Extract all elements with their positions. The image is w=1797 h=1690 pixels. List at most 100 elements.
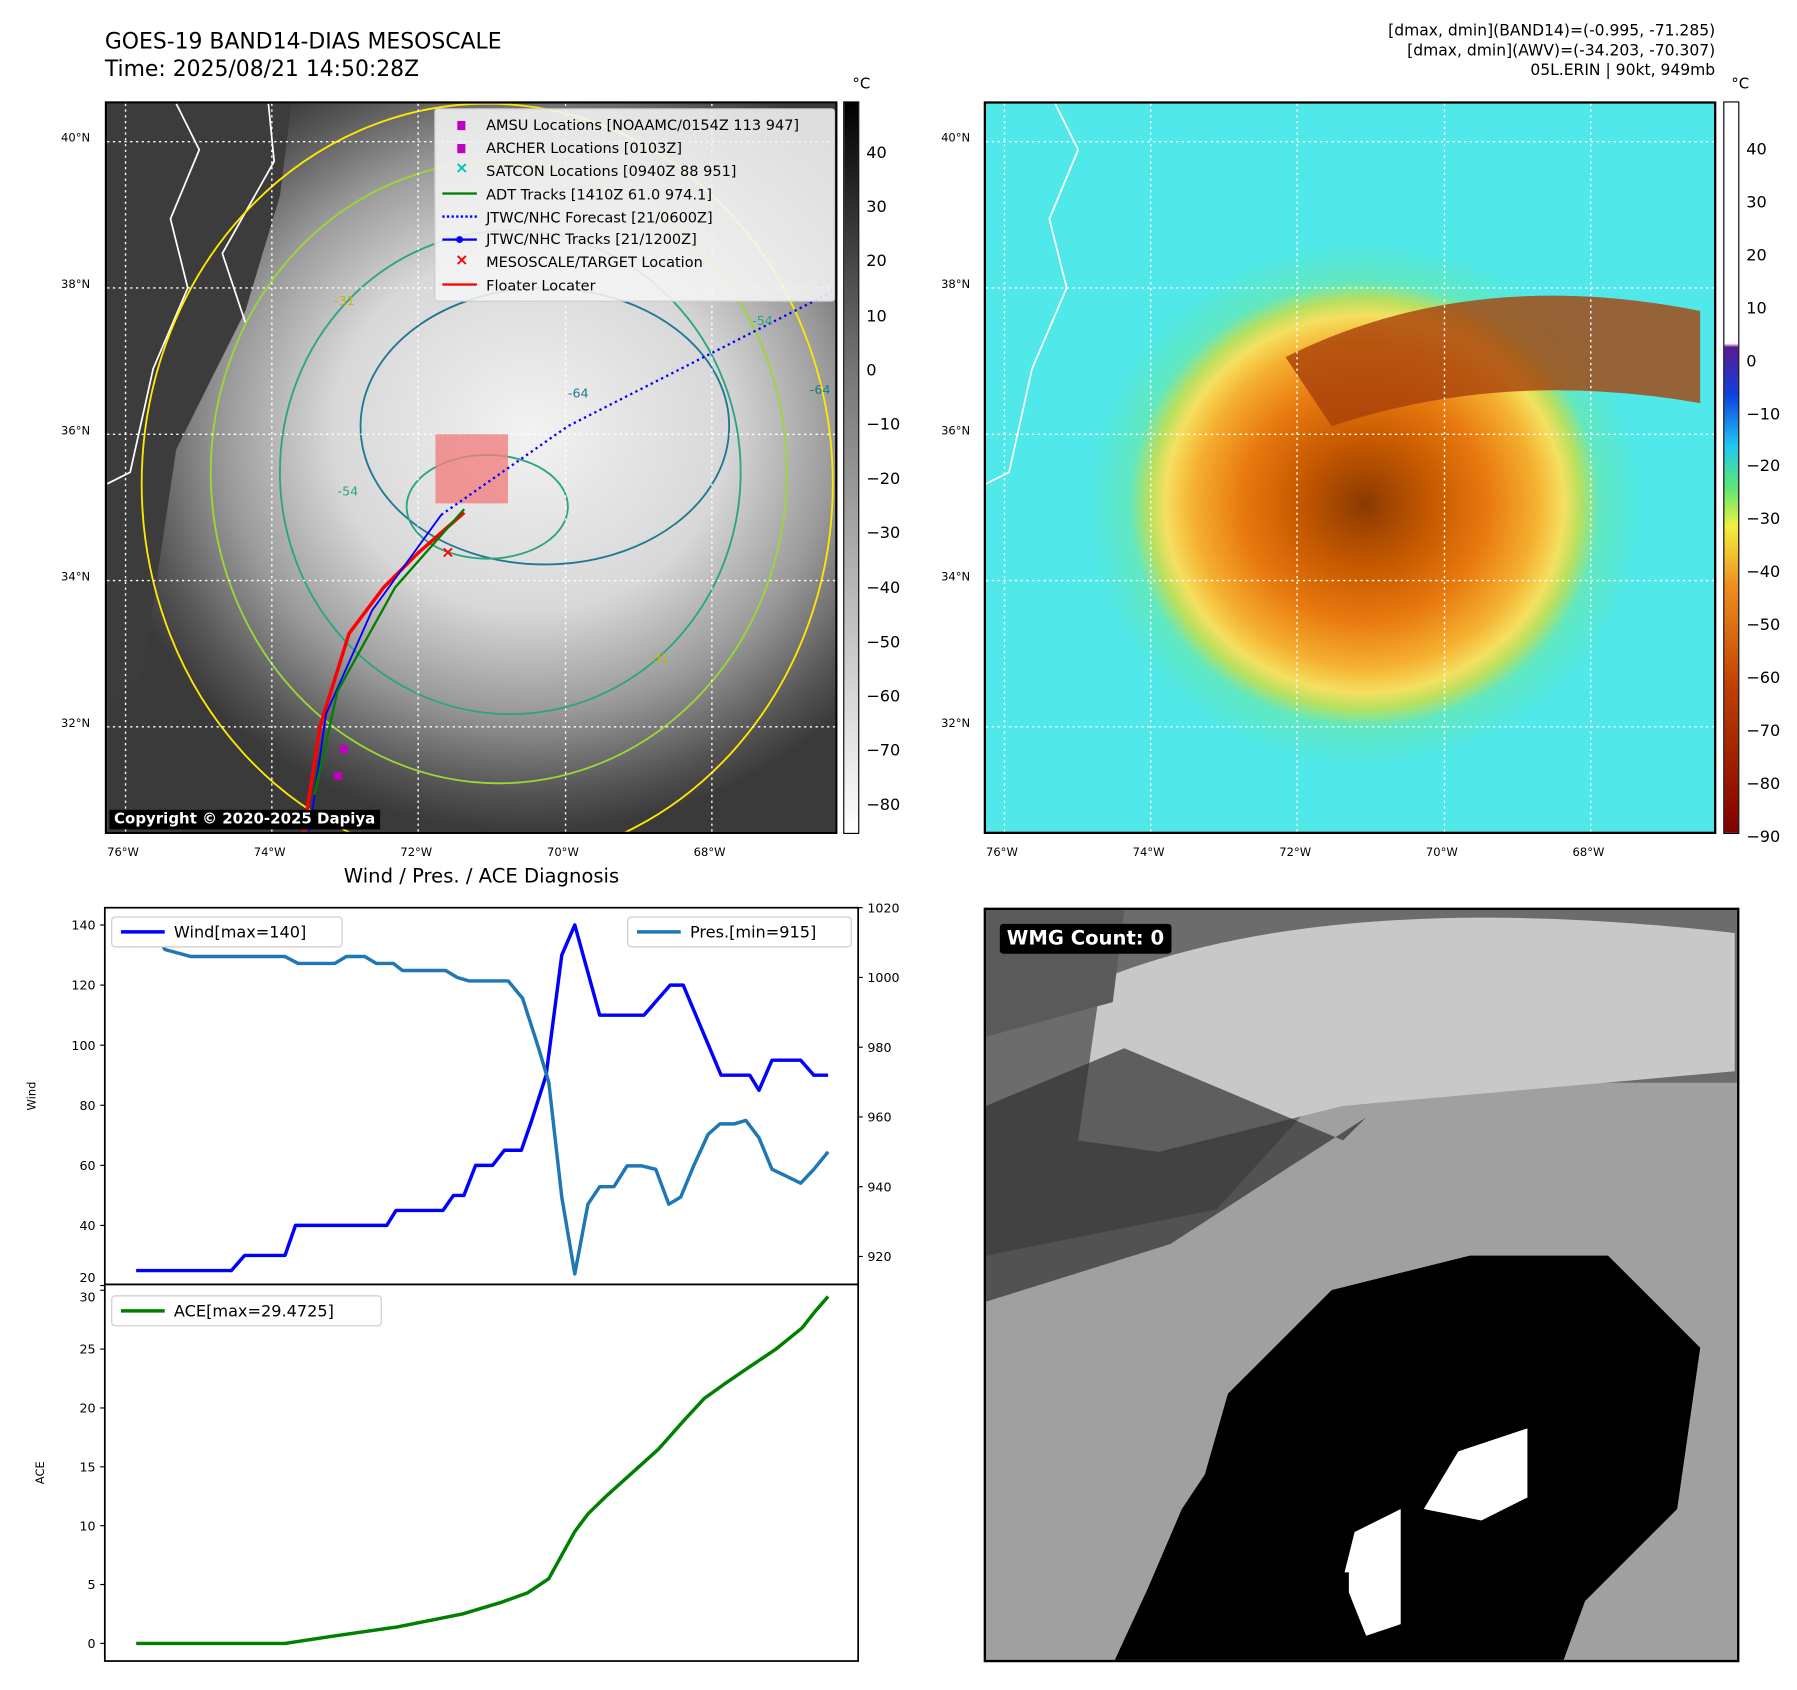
awv-range: [dmax, dmin](AWV)=(-34.203, -70.307) bbox=[1407, 41, 1716, 60]
lon-label: 74°W bbox=[253, 846, 286, 860]
right-colorbar-tick: −10 bbox=[1746, 404, 1781, 424]
contour-label: -64 bbox=[810, 382, 831, 397]
left-colorbar-tick: −20 bbox=[866, 470, 901, 489]
wind-tick-label: 100 bbox=[71, 1038, 95, 1053]
wind-legend-label: Wind[max=140] bbox=[174, 923, 306, 942]
ace-axes-frame bbox=[103, 1283, 860, 1662]
pressure-series-line bbox=[136, 919, 830, 1276]
graticule bbox=[986, 103, 1715, 832]
left-colorbar-tick: −50 bbox=[866, 633, 901, 652]
legend-item: ARCHER Locations [0103Z] bbox=[442, 137, 827, 160]
ace-legend-label: ACE[max=29.4725] bbox=[174, 1302, 334, 1321]
legend-item: ADT Tracks [1410Z 61.0 974.1] bbox=[442, 182, 827, 205]
legend-item: Floater Locater bbox=[442, 274, 827, 297]
legend-x-icon: × bbox=[455, 159, 469, 178]
pressure-tick-label: 940 bbox=[867, 1179, 891, 1194]
lat-label: 32°N bbox=[941, 717, 971, 731]
left-colorbar-tick: 0 bbox=[866, 361, 877, 380]
left-colorbar-tick: −70 bbox=[866, 742, 901, 761]
right-colorbar-tick: −60 bbox=[1746, 669, 1781, 688]
legend-square-icon bbox=[442, 140, 479, 156]
lon-label: 68°W bbox=[693, 846, 726, 860]
wind-tick-label: 120 bbox=[71, 978, 95, 993]
lat-label: 38°N bbox=[941, 278, 971, 292]
jtwc-forecast bbox=[440, 289, 836, 516]
lon-label: 70°W bbox=[1425, 846, 1458, 860]
wind-series-line bbox=[136, 923, 829, 1273]
ace-tick-label: 30 bbox=[79, 1290, 95, 1305]
left-colorbar-tick: 10 bbox=[866, 307, 887, 326]
contour-label: -31 bbox=[649, 650, 670, 665]
wind-tick-label: 20 bbox=[79, 1270, 95, 1285]
cold-cloud-band bbox=[1285, 295, 1701, 427]
left-colorbar-unit: °C bbox=[852, 76, 871, 94]
contour-label: -54 bbox=[752, 313, 773, 328]
lon-label: 76°W bbox=[986, 846, 1018, 860]
copyright-label: Copyright © 2020-2025 Dapiya bbox=[109, 809, 380, 830]
lat-label: 32°N bbox=[61, 717, 91, 731]
map-overlay: × -31 -54 -64 -64 -54 -31 bbox=[107, 103, 836, 832]
ace-tick-label: 20 bbox=[79, 1401, 95, 1416]
wind-tick-label: 80 bbox=[79, 1098, 95, 1113]
legend-label: JTWC/NHC Tracks [21/1200Z] bbox=[486, 230, 697, 249]
amsu-marker bbox=[339, 745, 348, 754]
pressure-tick-label: 920 bbox=[867, 1249, 891, 1264]
left-colorbar-tick: 20 bbox=[866, 252, 887, 272]
wmg-count-badge: WMG Count: 0 bbox=[999, 923, 1171, 954]
legend-x-icon: × bbox=[455, 250, 469, 270]
jtwc-track bbox=[308, 514, 442, 832]
figure-title: GOES-19 BAND14-DIAS MESOSCALE Time: 2025… bbox=[105, 28, 502, 83]
wind-legend bbox=[111, 916, 343, 948]
storm-info: [dmax, dmin](BAND14)=(-0.995, -71.285) [… bbox=[1388, 22, 1715, 81]
wmg-image bbox=[986, 910, 1738, 1660]
left-colorbar-tick: −40 bbox=[866, 578, 901, 598]
right-colorbar-tick: 40 bbox=[1746, 140, 1767, 159]
archer-marker bbox=[334, 771, 343, 780]
pressure-tick-label: 960 bbox=[867, 1110, 891, 1125]
band14-range: [dmax, dmin](BAND14)=(-0.995, -71.285) bbox=[1388, 21, 1716, 41]
right-colorbar-tick: −90 bbox=[1746, 827, 1781, 847]
right-colorbar-tick: −30 bbox=[1746, 510, 1781, 530]
wind-tick-label: 140 bbox=[71, 918, 95, 933]
legend-item: AMSU Locations [NOAAMC/0154Z 113 947] bbox=[442, 114, 827, 137]
adt-track bbox=[313, 508, 466, 796]
left-colorbar-tick: 30 bbox=[866, 198, 887, 217]
legend-label: ADT Tracks [1410Z 61.0 974.1] bbox=[486, 185, 713, 203]
legend-line-icon bbox=[442, 186, 479, 202]
right-colorbar-tick: −80 bbox=[1746, 774, 1781, 794]
ace-axis-label: ACE bbox=[33, 1461, 47, 1484]
legend-label: JTWC/NHC Forecast [21/0600Z] bbox=[486, 208, 713, 226]
pressure-tick-label: 980 bbox=[867, 1040, 891, 1055]
left-colorbar bbox=[843, 101, 860, 834]
contour-label: -64 bbox=[568, 385, 589, 400]
wind-axis-label: Wind bbox=[25, 1082, 39, 1111]
map-legend: AMSU Locations [NOAAMC/0154Z 113 947] ARC… bbox=[434, 108, 836, 303]
legend-item: × MESOSCALE/TARGET Location bbox=[442, 251, 827, 274]
right-colorbar-tick: −70 bbox=[1746, 722, 1781, 741]
lat-label: 36°N bbox=[941, 425, 971, 438]
right-colorbar-tick: 20 bbox=[1746, 246, 1767, 265]
awv-map[interactable] bbox=[983, 101, 1717, 834]
lon-label: 74°W bbox=[1132, 846, 1165, 860]
band14-ir-map[interactable]: × -31 -54 -64 -64 -54 -31 AMSU Locations… bbox=[104, 101, 838, 834]
ace-series-line bbox=[136, 1295, 830, 1646]
legend-dotted-icon bbox=[442, 209, 479, 225]
title-product: GOES-19 BAND14-DIAS MESOSCALE bbox=[104, 28, 502, 55]
contour-label: -31 bbox=[334, 293, 355, 308]
lat-label: 34°N bbox=[61, 571, 91, 585]
ace-tick-label: 5 bbox=[88, 1577, 96, 1592]
target-marker: × bbox=[441, 543, 454, 562]
pressure-legend-label: Pres.[min=915] bbox=[690, 923, 816, 942]
lon-label: 72°W bbox=[1279, 846, 1312, 860]
lon-label: 68°W bbox=[1572, 846, 1605, 860]
left-colorbar-tick: −80 bbox=[866, 796, 901, 815]
right-colorbar-tick: 30 bbox=[1746, 193, 1767, 212]
lon-label: 76°W bbox=[107, 846, 139, 860]
ace-tick-label: 0 bbox=[88, 1636, 96, 1651]
legend-label: Floater Locater bbox=[486, 276, 596, 294]
lat-label: 38°N bbox=[61, 278, 91, 292]
legend-square-icon bbox=[442, 117, 479, 133]
ace-tick-label: 10 bbox=[79, 1518, 95, 1533]
lat-label: 40°N bbox=[941, 132, 971, 146]
pressure-legend bbox=[627, 916, 852, 948]
